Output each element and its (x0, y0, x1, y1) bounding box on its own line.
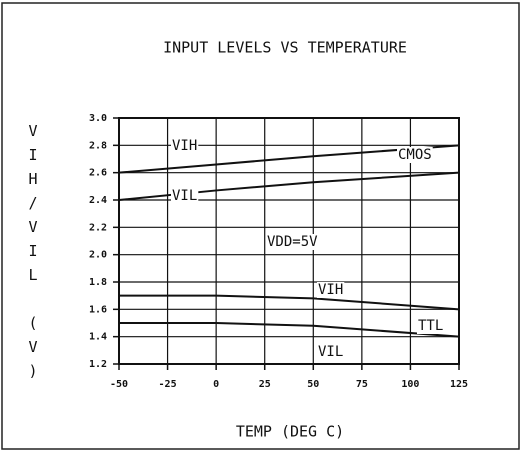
x-tick-label: -50 (110, 379, 128, 390)
y-tick-label: 3.0 (89, 113, 107, 124)
annotation: CMOS (398, 147, 432, 163)
annotation: VIL (172, 188, 197, 204)
annotation: TTL (418, 318, 443, 334)
x-tick-label: 50 (307, 379, 319, 390)
y-tick-label: 1.6 (89, 304, 107, 315)
y-tick-label: 1.4 (89, 332, 107, 343)
annotation: VIL (318, 344, 343, 360)
series-line (118, 171, 460, 201)
series-line (119, 294, 460, 311)
annotation-bg (317, 282, 345, 298)
annotation-bg (171, 188, 199, 204)
y-tick-label: 2.0 (89, 250, 107, 261)
x-tick-label: 25 (259, 379, 271, 390)
annotation-bg (317, 344, 345, 360)
annotation-bg (397, 147, 433, 163)
y-tick-label: 1.2 (89, 359, 107, 370)
annotation: VDD=5V (267, 234, 318, 250)
x-tick-label: 75 (356, 379, 368, 390)
x-tick-label: 0 (213, 379, 219, 390)
chart-title: INPUT LEVELS VS TEMPERATURE (163, 39, 407, 57)
x-axis-label: TEMP (DEG C) (236, 423, 344, 441)
plot-border (118, 117, 460, 365)
y-tick-label: 2.6 (89, 168, 107, 179)
y-tick-label: 1.8 (89, 277, 107, 288)
y-tick-label: 2.8 (89, 140, 107, 151)
series-line (119, 322, 460, 338)
y-axis-label: VIH/VIL (V) (24, 122, 42, 386)
annotation-bg (266, 234, 320, 250)
x-tick-label: 100 (401, 379, 419, 390)
annotation: VIH (172, 138, 197, 154)
annotation: VIH (318, 282, 343, 298)
y-tick-label: 2.4 (89, 195, 107, 206)
x-tick-label: -25 (159, 379, 177, 390)
annotation-bg (417, 318, 445, 334)
x-tick-label: 125 (450, 379, 468, 390)
annotation-bg (171, 138, 199, 154)
y-tick-label: 2.2 (89, 222, 107, 233)
series-line (118, 144, 460, 174)
